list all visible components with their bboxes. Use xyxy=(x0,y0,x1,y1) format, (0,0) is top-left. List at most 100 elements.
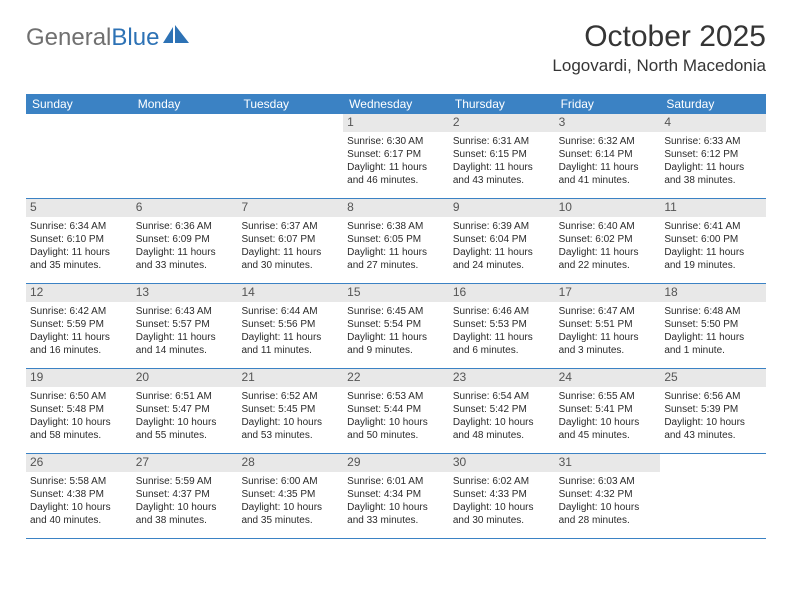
day-header-sunday: Sunday xyxy=(26,94,132,114)
day-cell: 22Sunrise: 6:53 AMSunset: 5:44 PMDayligh… xyxy=(343,369,449,453)
day-cell: 12Sunrise: 6:42 AMSunset: 5:59 PMDayligh… xyxy=(26,284,132,368)
sunset-line: Sunset: 5:54 PM xyxy=(347,318,445,331)
sunset-line: Sunset: 5:51 PM xyxy=(559,318,657,331)
sunrise-line: Sunrise: 6:36 AM xyxy=(136,220,234,233)
day-number: 21 xyxy=(237,369,343,387)
day-cell: 13Sunrise: 6:43 AMSunset: 5:57 PMDayligh… xyxy=(132,284,238,368)
day-cell: 3Sunrise: 6:32 AMSunset: 6:14 PMDaylight… xyxy=(555,114,661,198)
daylight-line-1: Daylight: 11 hours xyxy=(136,246,234,259)
daylight-line-1: Daylight: 11 hours xyxy=(664,331,762,344)
daylight-line-2: and 14 minutes. xyxy=(136,344,234,357)
day-text: Sunrise: 6:33 AMSunset: 6:12 PMDaylight:… xyxy=(664,135,762,187)
daylight-line-1: Daylight: 11 hours xyxy=(559,331,657,344)
day-number: 23 xyxy=(449,369,555,387)
sunrise-line: Sunrise: 6:34 AM xyxy=(30,220,128,233)
sunrise-line: Sunrise: 6:44 AM xyxy=(241,305,339,318)
sunset-line: Sunset: 5:42 PM xyxy=(453,403,551,416)
page-header: GeneralBlue October 2025 Logovardi, Nort… xyxy=(26,20,766,76)
day-cell-empty xyxy=(26,114,132,198)
day-cell-empty xyxy=(237,114,343,198)
sunrise-line: Sunrise: 6:03 AM xyxy=(559,475,657,488)
day-cell: 20Sunrise: 6:51 AMSunset: 5:47 PMDayligh… xyxy=(132,369,238,453)
day-number: 4 xyxy=(660,114,766,132)
day-cell: 9Sunrise: 6:39 AMSunset: 6:04 PMDaylight… xyxy=(449,199,555,283)
daylight-line-2: and 46 minutes. xyxy=(347,174,445,187)
sunrise-line: Sunrise: 6:56 AM xyxy=(664,390,762,403)
logo-text-2: Blue xyxy=(111,24,159,52)
calendar-page: GeneralBlue October 2025 Logovardi, Nort… xyxy=(0,0,792,539)
daylight-line-2: and 43 minutes. xyxy=(453,174,551,187)
daylight-line-2: and 53 minutes. xyxy=(241,429,339,442)
sunrise-line: Sunrise: 6:46 AM xyxy=(453,305,551,318)
day-text: Sunrise: 6:39 AMSunset: 6:04 PMDaylight:… xyxy=(453,220,551,272)
day-cell-empty xyxy=(660,454,766,538)
day-text: Sunrise: 6:46 AMSunset: 5:53 PMDaylight:… xyxy=(453,305,551,357)
daylight-line-2: and 24 minutes. xyxy=(453,259,551,272)
sunrise-line: Sunrise: 6:42 AM xyxy=(30,305,128,318)
daylight-line-1: Daylight: 10 hours xyxy=(347,416,445,429)
sunrise-line: Sunrise: 6:52 AM xyxy=(241,390,339,403)
day-number: 16 xyxy=(449,284,555,302)
day-cell: 2Sunrise: 6:31 AMSunset: 6:15 PMDaylight… xyxy=(449,114,555,198)
weeks-container: 1Sunrise: 6:30 AMSunset: 6:17 PMDaylight… xyxy=(26,114,766,539)
day-number: 2 xyxy=(449,114,555,132)
day-text: Sunrise: 6:48 AMSunset: 5:50 PMDaylight:… xyxy=(664,305,762,357)
daylight-line-1: Daylight: 11 hours xyxy=(559,246,657,259)
daylight-line-2: and 43 minutes. xyxy=(664,429,762,442)
day-text: Sunrise: 6:54 AMSunset: 5:42 PMDaylight:… xyxy=(453,390,551,442)
day-cell: 17Sunrise: 6:47 AMSunset: 5:51 PMDayligh… xyxy=(555,284,661,368)
day-header-row: SundayMondayTuesdayWednesdayThursdayFrid… xyxy=(26,94,766,114)
sunrise-line: Sunrise: 6:31 AM xyxy=(453,135,551,148)
sunrise-line: Sunrise: 6:51 AM xyxy=(136,390,234,403)
day-number: 29 xyxy=(343,454,449,472)
daylight-line-1: Daylight: 10 hours xyxy=(453,501,551,514)
week-row: 26Sunrise: 5:58 AMSunset: 4:38 PMDayligh… xyxy=(26,454,766,539)
day-text: Sunrise: 6:38 AMSunset: 6:05 PMDaylight:… xyxy=(347,220,445,272)
day-cell: 4 Sunrise: 6:33 AMSunset: 6:12 PMDaylight… xyxy=(660,114,766,198)
day-header-wednesday: Wednesday xyxy=(343,94,449,114)
daylight-line-1: Daylight: 11 hours xyxy=(347,331,445,344)
day-text: Sunrise: 6:01 AMSunset: 4:34 PMDaylight:… xyxy=(347,475,445,527)
daylight-line-2: and 28 minutes. xyxy=(559,514,657,527)
day-text: Sunrise: 6:50 AMSunset: 5:48 PMDaylight:… xyxy=(30,390,128,442)
daylight-line-1: Daylight: 11 hours xyxy=(347,246,445,259)
sunset-line: Sunset: 5:57 PM xyxy=(136,318,234,331)
sunrise-line: Sunrise: 6:38 AM xyxy=(347,220,445,233)
day-number: 28 xyxy=(237,454,343,472)
location-label: Logovardi, North Macedonia xyxy=(552,56,766,76)
day-number: 6 xyxy=(132,199,238,217)
day-text: Sunrise: 6:43 AMSunset: 5:57 PMDaylight:… xyxy=(136,305,234,357)
sunrise-line: Sunrise: 6:01 AM xyxy=(347,475,445,488)
day-cell: 29 Sunrise: 6:01 AMSunset: 4:34 PMDayligh… xyxy=(343,454,449,538)
daylight-line-2: and 16 minutes. xyxy=(30,344,128,357)
day-cell: 16 Sunrise: 6:46 AMSunset: 5:53 PMDayligh… xyxy=(449,284,555,368)
sunset-line: Sunset: 5:50 PM xyxy=(664,318,762,331)
sunrise-line: Sunrise: 6:53 AM xyxy=(347,390,445,403)
month-title: October 2025 xyxy=(552,20,766,54)
daylight-line-2: and 35 minutes. xyxy=(241,514,339,527)
daylight-line-1: Daylight: 10 hours xyxy=(30,501,128,514)
day-cell: 5Sunrise: 6:34 AMSunset: 6:10 PMDaylight… xyxy=(26,199,132,283)
day-cell: 24Sunrise: 6:55 AMSunset: 5:41 PMDayligh… xyxy=(555,369,661,453)
day-cell: 10Sunrise: 6:40 AMSunset: 6:02 PMDayligh… xyxy=(555,199,661,283)
daylight-line-2: and 33 minutes. xyxy=(136,259,234,272)
daylight-line-1: Daylight: 11 hours xyxy=(453,161,551,174)
sunrise-line: Sunrise: 6:02 AM xyxy=(453,475,551,488)
calendar-grid: SundayMondayTuesdayWednesdayThursdayFrid… xyxy=(26,94,766,539)
day-cell: 30Sunrise: 6:02 AMSunset: 4:33 PMDayligh… xyxy=(449,454,555,538)
daylight-line-2: and 41 minutes. xyxy=(559,174,657,187)
sunset-line: Sunset: 6:02 PM xyxy=(559,233,657,246)
sunrise-line: Sunrise: 6:48 AM xyxy=(664,305,762,318)
day-cell-empty xyxy=(132,114,238,198)
day-header-friday: Friday xyxy=(555,94,661,114)
day-cell: 14Sunrise: 6:44 AMSunset: 5:56 PMDayligh… xyxy=(237,284,343,368)
sunset-line: Sunset: 5:56 PM xyxy=(241,318,339,331)
daylight-line-2: and 9 minutes. xyxy=(347,344,445,357)
day-text: Sunrise: 6:51 AMSunset: 5:47 PMDaylight:… xyxy=(136,390,234,442)
logo-text-1: General xyxy=(26,24,111,52)
day-text: Sunrise: 6:36 AMSunset: 6:09 PMDaylight:… xyxy=(136,220,234,272)
day-cell: 19Sunrise: 6:50 AMSunset: 5:48 PMDayligh… xyxy=(26,369,132,453)
day-text: Sunrise: 6:03 AMSunset: 4:32 PMDaylight:… xyxy=(559,475,657,527)
daylight-line-1: Daylight: 11 hours xyxy=(30,246,128,259)
day-number: 14 xyxy=(237,284,343,302)
